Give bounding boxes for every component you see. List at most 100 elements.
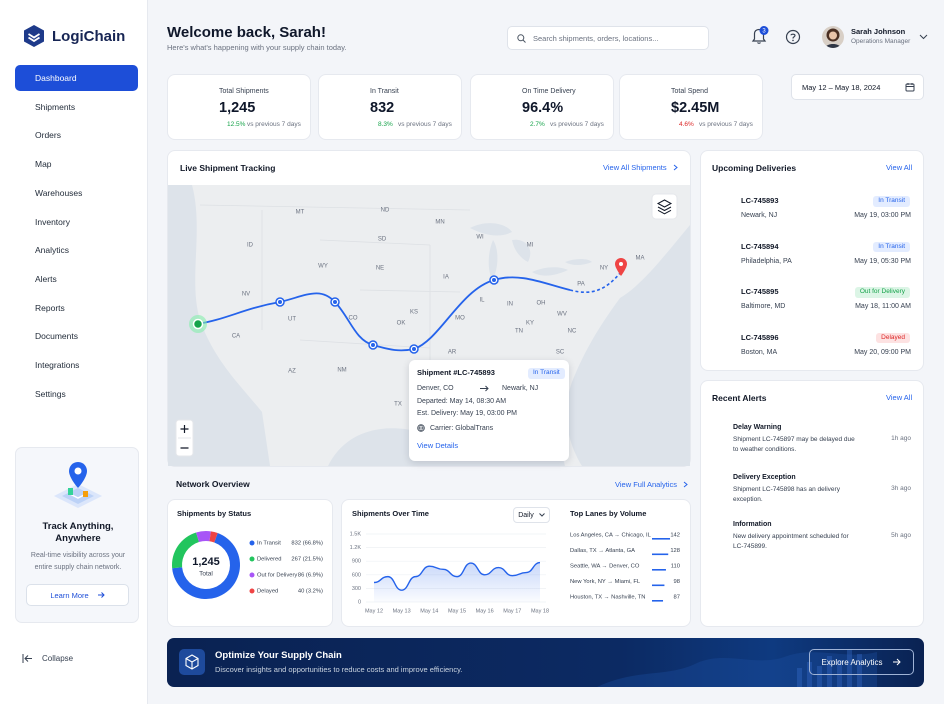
state-label: OH bbox=[537, 301, 546, 307]
state-label: IN bbox=[507, 302, 513, 308]
kpi-note: vs previous 7 days bbox=[247, 121, 301, 128]
delivery-id: LC-745894 bbox=[741, 241, 779, 251]
chevron bbox=[538, 513, 545, 517]
state-label: MA bbox=[636, 256, 645, 262]
popup-arrow bbox=[480, 385, 489, 392]
layers-icon bbox=[656, 199, 673, 215]
origin-marker bbox=[192, 318, 204, 330]
delivery-row[interactable]: LC-745893 Newark, NJ In Transit May 19, 03:… bbox=[701, 194, 923, 230]
nav-item[interactable]: Settings bbox=[15, 381, 138, 407]
state-label: AR bbox=[448, 350, 457, 356]
zoom-icons bbox=[180, 425, 189, 449]
state-label: NV bbox=[242, 292, 250, 298]
status-card bbox=[167, 499, 333, 627]
nav-item[interactable]: Analytics bbox=[15, 237, 138, 263]
state-label: MI bbox=[527, 243, 534, 249]
route-stop-dot bbox=[278, 300, 282, 304]
alert-title: Information bbox=[733, 521, 772, 528]
route-line-pending bbox=[569, 271, 622, 294]
avatar[interactable] bbox=[822, 26, 844, 48]
delivery-city: Boston, MA bbox=[741, 348, 778, 356]
arrow-icon bbox=[97, 592, 105, 598]
nav-item[interactable]: Integrations bbox=[15, 352, 138, 378]
kpi-note: vs previous 7 days bbox=[550, 121, 604, 128]
state-label: MO bbox=[455, 316, 465, 322]
nav-item[interactable]: Alerts bbox=[15, 266, 138, 292]
state-label: NC bbox=[568, 329, 577, 335]
nav-label: Alerts bbox=[35, 273, 57, 284]
collapse-button[interactable]: Collapse bbox=[22, 653, 73, 664]
alert-row[interactable]: Information New delivery appointment sche… bbox=[701, 519, 923, 559]
nav-item[interactable]: Map bbox=[15, 151, 138, 177]
kpi-label: Total Shipments bbox=[219, 88, 269, 95]
kpi-card: In Transit 832 8.3% vs previous 7 days bbox=[318, 74, 462, 140]
delivery-row[interactable]: LC-745896 Boston, MA Delayed May 20, 09:00 … bbox=[701, 331, 923, 367]
kpi-label: On Time Delivery bbox=[522, 88, 576, 95]
nav-label: Dashboard bbox=[35, 73, 77, 83]
delivery-status: Out for Delivery bbox=[854, 287, 910, 298]
alert-title: Delivery Exception bbox=[733, 474, 796, 481]
nav-item[interactable]: Inventory bbox=[15, 209, 138, 235]
delivery-status: In Transit bbox=[873, 241, 910, 252]
alerts-card: Recent Alerts View All Delay Warning Ship… bbox=[700, 380, 924, 627]
nav-item[interactable]: Documents bbox=[15, 323, 138, 349]
banner-text: Discover insights and opportunities to r… bbox=[215, 665, 463, 674]
brand: LogiChain bbox=[52, 28, 126, 45]
state-label: MN bbox=[435, 220, 444, 226]
state-label: PA bbox=[577, 282, 585, 288]
delivery-row[interactable]: LC-745895 Baltimore, MD Out for Delivery Ma… bbox=[701, 285, 923, 321]
network-link[interactable]: View Full Analytics bbox=[615, 480, 688, 489]
nav-label: Settings bbox=[35, 388, 66, 399]
alert-row[interactable]: Delivery Exception Shipment LC-745898 has… bbox=[701, 472, 923, 512]
user-menu-chevron[interactable] bbox=[919, 34, 928, 40]
promo-button[interactable]: Learn More bbox=[26, 584, 129, 606]
nav-label: Map bbox=[35, 159, 52, 170]
nav-label: Warehouses bbox=[35, 187, 83, 198]
search-box[interactable]: Search shipments, orders, locations... bbox=[507, 26, 709, 50]
deliveries-link[interactable]: View All bbox=[886, 163, 913, 172]
interval-select[interactable]: Daily bbox=[513, 507, 550, 523]
delivery-id: LC-745893 bbox=[741, 196, 779, 205]
kpi-value: 96.4% bbox=[522, 100, 564, 116]
popup-eta: Est. Delivery: May 19, 03:00 PM bbox=[417, 410, 517, 417]
delivery-status: Delayed bbox=[876, 332, 910, 343]
nav-label: Integrations bbox=[35, 360, 80, 370]
nav-item[interactable]: Reports bbox=[15, 295, 138, 321]
delivery-time: May 19, 03:00 PM bbox=[854, 212, 911, 219]
calendar-icon bbox=[905, 83, 915, 92]
help-button[interactable] bbox=[785, 29, 801, 45]
nav-label: Analytics bbox=[35, 245, 70, 256]
nav-item[interactable]: Orders bbox=[15, 122, 138, 148]
state-label: NE bbox=[376, 266, 384, 272]
notification-button[interactable]: 3 bbox=[749, 25, 771, 47]
popup-title: Shipment #LC-745893 bbox=[417, 368, 495, 377]
kpi-label: Total Spend bbox=[671, 88, 708, 95]
nav-item[interactable]: Shipments bbox=[15, 94, 138, 120]
alert-row[interactable]: Delay Warning Shipment LC-745897 may be d… bbox=[701, 422, 923, 462]
date-picker[interactable]: May 12 – May 18, 2024 bbox=[791, 74, 924, 100]
delivery-time: May 20, 09:00 PM bbox=[854, 348, 911, 356]
map-title: Live Shipment Tracking bbox=[180, 163, 276, 173]
delivery-row[interactable]: LC-745894 Philadelphia, PA In Transit May 1… bbox=[701, 240, 923, 276]
alerts-link[interactable]: View All bbox=[886, 393, 913, 402]
state-label: SC bbox=[556, 350, 565, 356]
nav-item[interactable]: Dashboard bbox=[15, 65, 138, 91]
alert-text: Shipment LC-745897 may be delayed due to… bbox=[733, 436, 855, 453]
collapse-icon bbox=[22, 654, 32, 663]
state-label: CA bbox=[232, 334, 240, 340]
promo-title: Track Anything, Anywhere bbox=[42, 521, 114, 544]
nav-item[interactable]: Warehouses bbox=[15, 180, 138, 206]
delivery-id: LC-745896 bbox=[741, 332, 779, 342]
banner-button[interactable]: Explore Analytics bbox=[809, 649, 914, 675]
alert-title: Delay Warning bbox=[733, 424, 782, 431]
promo-text: Real-time visibility across your entire … bbox=[30, 552, 126, 571]
popup-carrier: Carrier: GlobalTrans bbox=[430, 425, 494, 432]
page-subtitle: Here's what's happening with your supply… bbox=[167, 43, 347, 52]
popup-link[interactable]: View Details bbox=[417, 441, 459, 450]
map-link[interactable]: View All Shipments bbox=[603, 163, 678, 172]
globe-icon bbox=[417, 424, 425, 432]
delivery-time: May 18, 11:00 AM bbox=[855, 303, 911, 310]
state-label: WI bbox=[476, 235, 484, 241]
nav-label: Orders bbox=[35, 130, 61, 141]
